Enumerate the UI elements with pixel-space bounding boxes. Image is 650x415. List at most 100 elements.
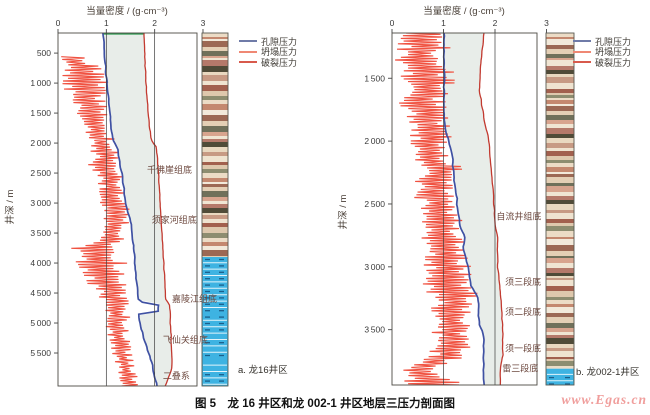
strat-band [202,242,228,246]
legend-item-pore: 孔隙压力 [239,36,297,47]
y-tick-label: 5 500 [30,348,51,358]
pore-pressure-line-swatch [239,40,257,43]
strat-band [546,134,574,138]
y-tick-label: 500 [37,48,51,58]
strat-band [202,215,228,219]
strat-band [546,338,574,344]
strat-band [202,238,228,242]
strat-band [202,227,228,233]
strat-band [546,268,574,273]
strat-band [546,313,574,317]
strat-band [546,60,574,66]
strat-band [202,110,228,115]
strat-band [546,33,574,37]
strat-band [202,165,228,169]
pore-pressure-curve [102,33,160,386]
x-tick-label: 1 [104,18,109,28]
strat-band [546,120,574,124]
strat-band [546,359,574,361]
y-tick-label: 2 000 [364,136,385,146]
strat-band [546,160,574,163]
y-tick-label: 1 500 [364,73,385,83]
strat-band [202,233,228,238]
formation-label: 千佛崖组底 [147,164,192,175]
strat-band [546,106,574,111]
y-tick-label: 3 000 [364,262,385,272]
strat-band [202,58,228,60]
strat-band [202,162,228,165]
strat-band [202,91,228,96]
strat-band [202,147,228,152]
strat-band [546,174,574,177]
formation-label: 嘉陵江组底 [172,293,217,304]
strat-band [202,121,228,126]
strat-band [546,280,574,286]
strat-band [202,39,228,41]
fracture-pressure-curve [478,33,504,385]
strat-band [202,96,228,100]
strat-band [546,177,574,183]
strat-band [546,361,574,366]
y-tick-label: 2 500 [364,199,385,209]
strat-band [202,223,228,227]
y-tick-label: 3 500 [364,325,385,335]
strat-band [546,95,574,98]
strat-band [546,278,574,280]
strat-carbonate [546,368,574,385]
strat-band [546,196,574,200]
strat-band [202,204,228,208]
strat-band [546,223,574,226]
panel-label-b: b. 龙002-1井区 [576,367,640,378]
strat-band [202,182,228,184]
strat-band [546,74,574,77]
y-tick-label: 1 500 [30,108,51,118]
strat-band [202,72,228,75]
y-axis-label-left: 井深 / m [5,189,16,225]
strat-band [546,210,574,213]
strat-band [202,213,228,215]
strat-band [546,58,574,60]
formation-label: 自流井组底 [496,211,541,222]
y-tick-label: 2 500 [30,168,51,178]
strat-band [202,132,228,136]
strat-band [546,304,574,307]
mud-weight-window [444,33,503,385]
y-tick-label: 2 000 [30,138,51,148]
strat-band [546,49,574,54]
y-tick-label: 5 000 [30,318,51,328]
strat-band [546,93,574,95]
strat-column-border [201,32,229,387]
strat-band [546,104,574,106]
strat-band [546,148,574,151]
strat-band [546,213,574,219]
legend-right: 孔隙压力 坍塌压力 破裂压力 [573,36,631,68]
strat-band [546,276,574,278]
strat-band [546,143,574,148]
strat-band [546,163,574,167]
strat-band [546,204,574,210]
strat-band [202,197,228,201]
strat-band [546,239,574,245]
collapse-pressure-curve [395,33,478,385]
strat-band [546,138,574,143]
legend-item-collapse: 坍塌压力 [573,47,631,57]
strat-band [546,263,574,268]
x-axis-title-right: 当量密度 / (g·cm⁻³) [423,6,505,17]
formation-label: 须家河组底 [152,214,197,225]
strat-band [546,245,574,251]
strat-band [202,246,228,250]
strat-band [202,75,228,81]
y-tick-label: 1 000 [30,78,51,88]
strat-band [546,192,574,196]
strat-band [546,344,574,348]
legend-item-pore: 孔隙压力 [573,36,631,47]
strat-band [202,51,228,56]
strat-band [546,151,574,156]
panel-long002-1: 0 1 2 3 1 500 2 000 2 500 3 000 3 500 自流井组底须三段底须二… [364,18,575,386]
formation-label: 须一段底 [505,343,541,354]
strat-band [202,178,228,182]
strat-band [546,83,574,89]
formation-label: 须二段底 [505,306,541,317]
collapse-pressure-line-swatch [573,50,591,53]
strat-band [546,256,574,258]
